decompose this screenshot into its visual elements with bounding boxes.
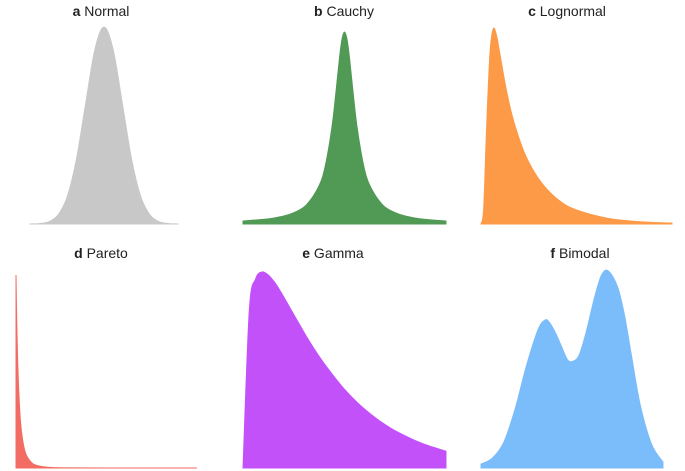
panel-letter-f: f <box>550 245 555 261</box>
normal-density-area <box>29 26 179 225</box>
panel-name-e: Gamma <box>310 245 364 261</box>
panel-letter-a: a <box>73 3 81 19</box>
panel-name-c: Lognormal <box>536 3 606 19</box>
panel-title-b: b Cauchy <box>314 3 374 19</box>
panel-name-d: Pareto <box>83 245 128 261</box>
panel-letter-d: d <box>74 245 83 261</box>
panel-letter-c: c <box>528 3 536 19</box>
panel-b: b Cauchy <box>242 3 447 225</box>
panel-name-f: Bimodal <box>555 245 609 261</box>
lognormal-density-area <box>480 27 673 225</box>
panel-title-c: c Lognormal <box>528 3 606 19</box>
panel-title-a: a Normal <box>73 3 130 19</box>
gamma-density-area <box>242 271 447 469</box>
panel-title-f: f Bimodal <box>550 245 609 261</box>
panel-e: e Gamma <box>242 245 447 469</box>
panel-d: d Pareto <box>15 245 198 469</box>
pareto-density-area <box>15 274 198 469</box>
panel-title-d: d Pareto <box>74 245 128 261</box>
panel-letter-b: b <box>314 3 323 19</box>
bimodal-density-area <box>480 269 664 469</box>
panel-letter-e: e <box>302 245 310 261</box>
panel-name-b: Cauchy <box>323 3 374 19</box>
cauchy-density-area <box>242 31 447 225</box>
panel-f: f Bimodal <box>480 245 664 469</box>
panel-name-a: Normal <box>80 3 129 19</box>
panel-a: a Normal <box>29 3 179 225</box>
panel-c: c Lognormal <box>480 3 673 225</box>
panel-title-e: e Gamma <box>302 245 364 261</box>
